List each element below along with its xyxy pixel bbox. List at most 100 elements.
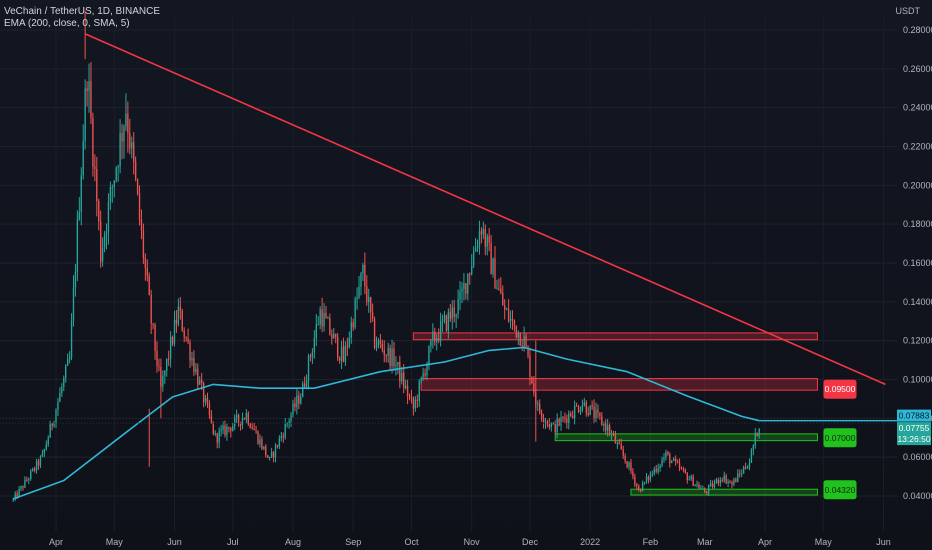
x-axis[interactable]: Apr May Jun Jul Aug Sep Oct Nov Dec 2022 Feb Mar Apr…: [49, 537, 891, 547]
candle: [682, 466, 685, 473]
candle: [589, 405, 591, 416]
candle-body: [268, 456, 271, 458]
candle-body: [261, 439, 263, 449]
candle: [527, 344, 529, 359]
candle-body: [408, 396, 411, 398]
candle: [84, 79, 86, 150]
candle-body: [640, 489, 642, 492]
candle-body: [709, 483, 712, 486]
candle-body: [358, 286, 360, 298]
candle-body: [653, 469, 655, 474]
candle: [544, 417, 547, 430]
candle-body: [671, 460, 673, 464]
candle-body: [570, 413, 572, 416]
candle: [676, 459, 679, 464]
candle: [107, 193, 110, 245]
candle-body: [416, 399, 418, 401]
candle-body: [154, 324, 156, 351]
candle-body: [463, 282, 465, 290]
candle: [513, 319, 516, 332]
candle: [138, 185, 141, 226]
candle: [133, 132, 135, 175]
candle-body: [756, 432, 758, 437]
indicator-label[interactable]: EMA (200, close, 0, SMA, 5): [4, 18, 130, 29]
candle-body: [688, 479, 690, 481]
candle-body: [202, 383, 205, 403]
candle: [649, 471, 652, 483]
candle: [55, 408, 57, 429]
candle-body: [673, 458, 675, 461]
candle: [148, 272, 150, 296]
candle: [538, 399, 541, 415]
candle: [573, 400, 576, 425]
candle: [325, 305, 327, 319]
candle-body: [725, 475, 727, 484]
candle-body: [162, 375, 164, 387]
candle-body: [253, 428, 255, 431]
candle: [436, 333, 438, 351]
candle: [364, 252, 366, 295]
candle: [441, 314, 444, 333]
candle-body: [197, 368, 199, 385]
candle-body: [389, 347, 391, 366]
candle-body: [41, 453, 44, 457]
candle: [455, 313, 457, 329]
candle: [566, 414, 568, 429]
candle-body: [237, 415, 240, 422]
candle: [653, 466, 655, 476]
candle: [103, 230, 106, 253]
candle-body: [323, 312, 325, 327]
candle-body: [335, 333, 337, 337]
candle: [622, 445, 624, 459]
candle: [294, 397, 296, 412]
candle-body: [298, 395, 300, 404]
candle-body: [469, 273, 471, 275]
candle-body: [589, 405, 591, 415]
candle-body: [55, 409, 57, 423]
candle: [265, 444, 267, 458]
candle: [276, 444, 279, 449]
candle: [707, 484, 710, 497]
candle: [488, 228, 490, 252]
candle-body: [362, 264, 364, 274]
candle-body: [403, 372, 405, 388]
candle: [381, 339, 384, 353]
candle: [529, 347, 531, 386]
candle: [461, 282, 463, 304]
candle-body: [641, 482, 644, 492]
candle-body: [480, 231, 483, 235]
candle: [548, 418, 551, 430]
candle: [296, 387, 298, 415]
candle-body: [63, 378, 65, 387]
candle-body: [294, 403, 296, 408]
candle-body: [505, 309, 508, 311]
candle: [632, 467, 634, 480]
candle: [113, 180, 115, 198]
candle-body: [230, 428, 232, 432]
candle-body: [742, 467, 745, 474]
candle: [754, 428, 756, 449]
candle: [459, 281, 461, 311]
candle-body: [471, 265, 473, 274]
candle-body: [647, 476, 650, 480]
candle-body: [739, 473, 741, 475]
candle: [385, 354, 387, 363]
candle: [595, 402, 597, 423]
candle-body: [453, 307, 455, 317]
candle: [134, 156, 137, 182]
candle: [686, 472, 688, 484]
symbol-title[interactable]: VeChain / TetherUS, 1D, BINANCE: [4, 6, 160, 17]
candle: [179, 297, 181, 320]
candle-body: [346, 345, 349, 347]
candle-body: [391, 348, 393, 366]
candle-body: [542, 418, 545, 423]
candle-body: [65, 365, 67, 379]
axis-marker-box: [897, 433, 931, 446]
candle: [99, 210, 102, 268]
